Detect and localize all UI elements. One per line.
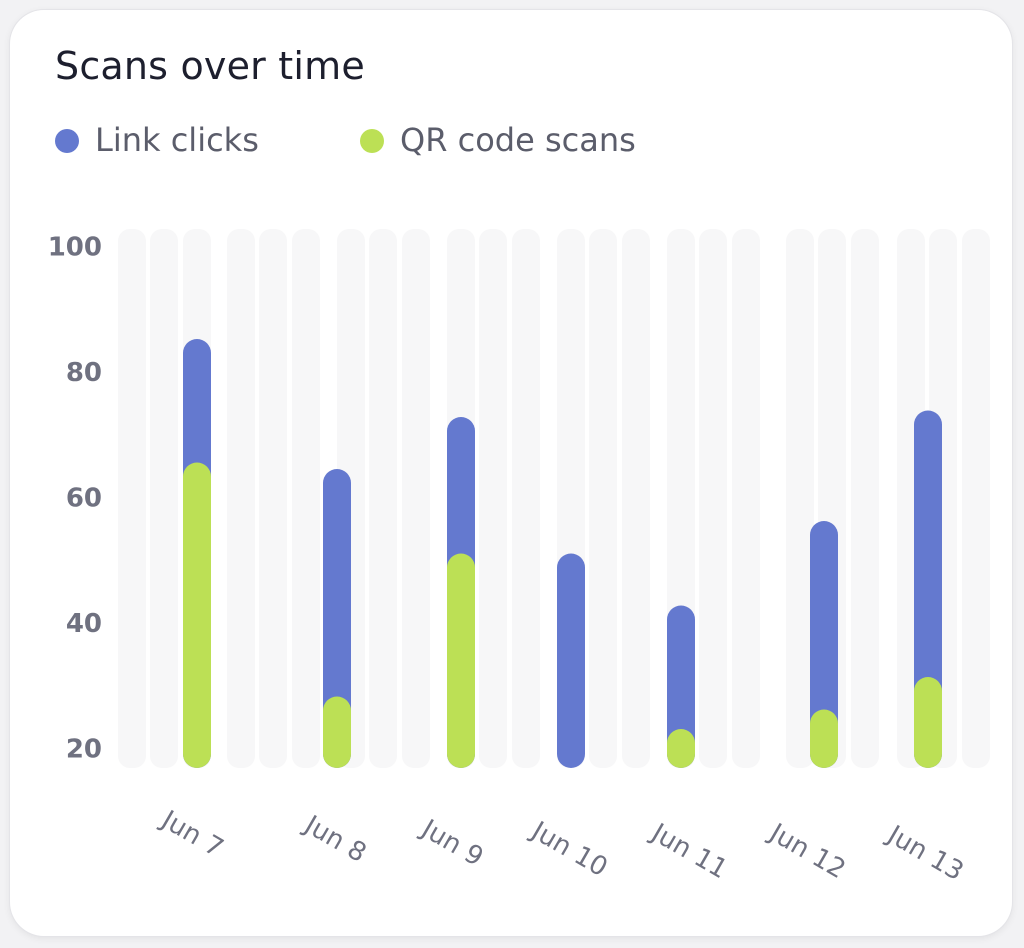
bar-qr-code-scans	[667, 729, 695, 768]
bar-qr-code-scans	[323, 696, 351, 768]
track	[622, 229, 650, 768]
background-tracks	[118, 229, 990, 768]
bar-link-clicks	[557, 553, 585, 768]
track	[479, 229, 507, 768]
track	[732, 229, 760, 768]
legend-label-qr-code-scans: QR code scans	[400, 121, 636, 159]
x-tick-label: Jun 7	[155, 804, 228, 864]
track	[227, 229, 255, 768]
x-tick-label: Jun 9	[415, 813, 488, 873]
track	[699, 229, 727, 768]
bar-qr-code-scans	[914, 677, 942, 768]
x-tick-label: Jun 13	[881, 819, 969, 887]
bar-group	[914, 410, 942, 768]
track	[512, 229, 540, 768]
bar-link-clicks	[810, 521, 838, 768]
bar-group	[557, 553, 585, 768]
x-tick-label: Jun 12	[763, 817, 851, 885]
y-tick-label: 100	[48, 233, 102, 263]
bar-link-clicks	[914, 410, 942, 768]
legend-dot-link-clicks	[55, 129, 79, 153]
bar-group	[447, 417, 475, 768]
bar-link-clicks	[323, 469, 351, 768]
bar-group	[810, 521, 838, 768]
bar-qr-code-scans	[183, 462, 211, 768]
track	[962, 229, 990, 768]
track	[118, 229, 146, 768]
x-tick-label: Jun 10	[525, 815, 613, 883]
bar-group	[667, 605, 695, 768]
y-tick-label: 20	[66, 735, 102, 765]
track	[786, 229, 814, 768]
track	[259, 229, 287, 768]
track	[292, 229, 320, 768]
x-axis: Jun 7 Jun 8 Jun 9 Jun 10 Jun 11 Jun 12 Jun 13	[155, 804, 969, 887]
chart-title: Scans over time	[55, 44, 365, 88]
track	[402, 229, 430, 768]
track	[150, 229, 178, 768]
x-tick-label: Jun 8	[298, 809, 371, 869]
bar-qr-code-scans	[810, 709, 838, 768]
y-axis: 20 40 60 80 100	[48, 233, 102, 765]
y-tick-label: 60	[66, 484, 102, 514]
track	[589, 229, 617, 768]
legend-label-link-clicks: Link clicks	[95, 121, 259, 159]
legend-dot-qr-code-scans	[360, 129, 384, 153]
y-tick-label: 80	[66, 358, 102, 388]
track	[851, 229, 879, 768]
bar-group	[323, 469, 351, 768]
track	[369, 229, 397, 768]
bar-link-clicks	[667, 605, 695, 768]
bar-group	[183, 339, 211, 768]
y-tick-label: 40	[66, 609, 102, 639]
x-tick-label: Jun 11	[645, 817, 733, 885]
bars	[183, 339, 942, 768]
bar-qr-code-scans	[447, 553, 475, 768]
